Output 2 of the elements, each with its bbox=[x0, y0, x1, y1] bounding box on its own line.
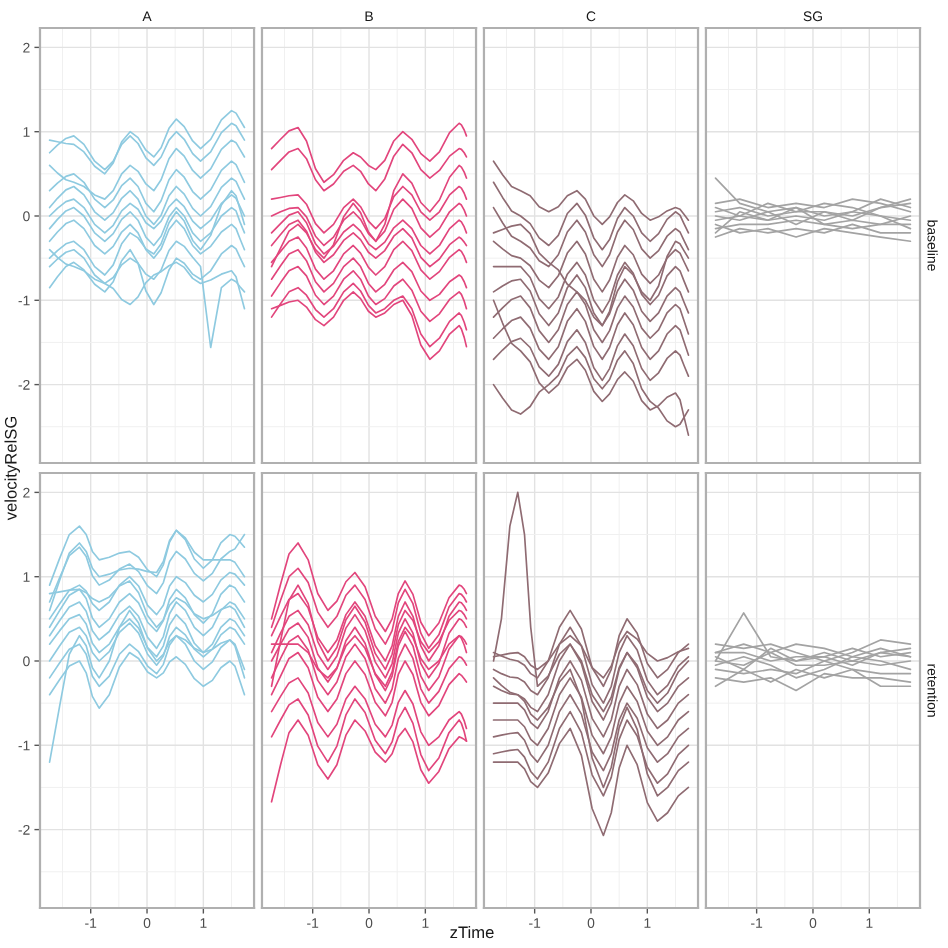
y-axis-title: velocityRelSG bbox=[4, 416, 20, 521]
x-axis-title: zTime bbox=[450, 926, 494, 939]
